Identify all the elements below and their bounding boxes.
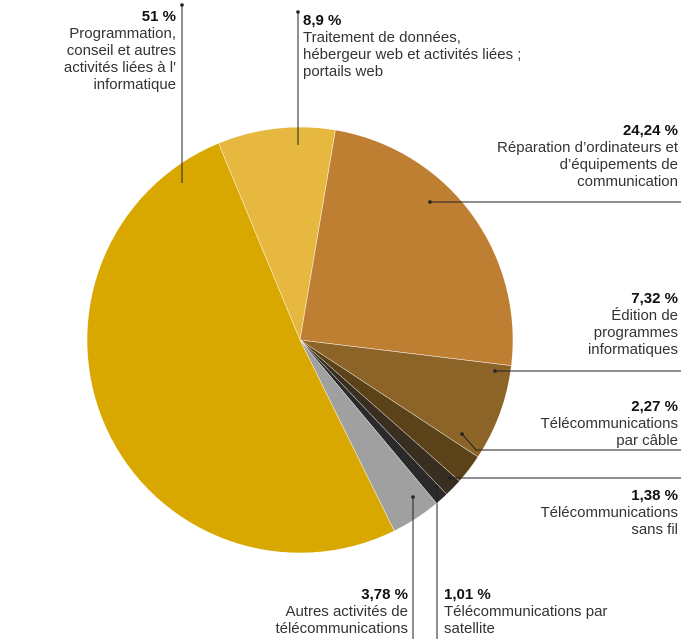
leader-dot [435,485,439,489]
category-label: Traitement de données, hébergeur web et … [303,29,522,80]
leader-dot [296,10,300,14]
pie-slice [218,126,336,341]
category-label: Télécommunications par câble [540,415,678,449]
leader-dot [460,432,464,436]
category-label: Réparation d’ordinateurs et d’équipement… [497,139,678,190]
slice-label: 3,78 % Autres activités de télécommunicat… [248,586,408,637]
leader-dot [493,369,497,373]
pie-slice [299,339,512,458]
category-label: Édition de programmes informatiques [587,307,678,358]
slice-label: 51 % Programmation, conseil et autres act… [26,8,176,93]
leader-dot [411,495,415,499]
slice-label: 1,38 % Télécommunications sans fil [528,487,678,538]
slice-label: 7,32 % Édition de programmes informatique… [548,290,678,358]
category-label: Télécommunications sans fil [540,504,678,538]
slice-label: 8,9 % Traitement de données, hébergeur we… [303,12,533,80]
value-label: 7,32 % [631,290,678,307]
value-label: 3,78 % [361,586,408,603]
pie-slice [299,129,514,366]
value-label: 2,27 % [631,398,678,415]
leader-dot [428,200,432,204]
leader-line [461,433,681,451]
value-label: 8,9 % [303,12,342,29]
value-label: 51 % [141,8,176,25]
value-label: 24,24 % [622,122,678,139]
slice-label: 1,01 % Télécommunications par satellite [444,586,614,637]
slice-label: 2,27 % Télécommunications par câble [528,398,678,449]
value-label: 1,01 % [444,586,491,603]
slice-label: 24,24 % Réparation d’ordinateurs et d’équ… [478,122,678,190]
value-label: 1,38 % [631,487,678,504]
leader-dot [180,3,184,7]
leader-dot [448,476,452,480]
pie-slice [86,142,395,554]
category-label: Programmation, conseil et autres activit… [63,25,176,93]
category-label: Télécommunications par satellite [444,603,608,637]
category-label: Autres activités de télécommunications [275,603,408,637]
